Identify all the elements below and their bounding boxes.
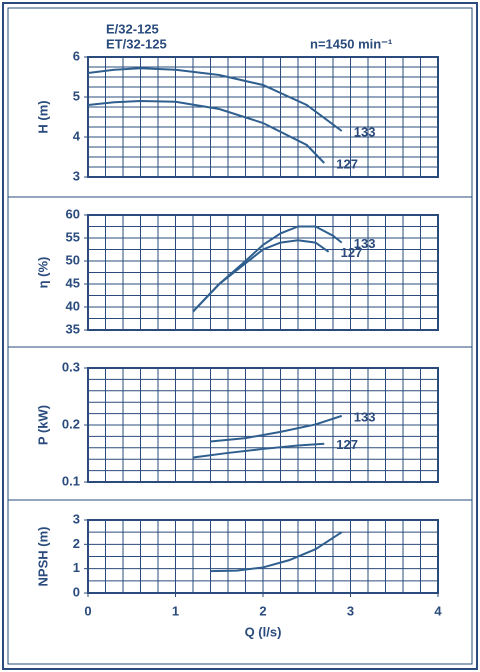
y-tick-label: 1	[73, 560, 80, 575]
curve-label: 133	[354, 236, 376, 251]
curve-label: 127	[336, 437, 358, 452]
curve	[87, 99, 325, 164]
y-tick-label: 0.3	[62, 359, 80, 374]
curve-label: 127	[336, 156, 358, 171]
curve-label: 127	[341, 245, 363, 260]
y-tick-label: 0	[73, 584, 80, 599]
curve	[192, 442, 325, 459]
y-axis-label: η (%)	[35, 257, 50, 289]
plot-frame	[87, 214, 439, 331]
y-axis-label: NPSH (m)	[35, 527, 50, 587]
curve	[192, 239, 330, 313]
curve-label: 133	[354, 124, 376, 139]
y-tick-label: 60	[66, 206, 80, 221]
y-tick-label: 2	[73, 536, 80, 551]
x-tick-label: 1	[172, 603, 179, 618]
y-tick-label: 40	[66, 298, 80, 313]
y-tick-label: 6	[73, 48, 80, 63]
inner-border	[7, 7, 473, 665]
x-tick-label: 3	[347, 603, 354, 618]
annotation: n=1450 min⁻¹	[310, 36, 392, 51]
curve-label: 133	[354, 409, 376, 424]
chart-subtitle: ET/32-125	[106, 36, 167, 51]
y-tick-label: 45	[66, 275, 80, 290]
x-tick-label: 4	[434, 603, 442, 618]
curve	[210, 414, 343, 443]
plot-frame	[87, 56, 439, 178]
x-axis-label: Q (l/s)	[245, 624, 282, 639]
y-tick-label: 4	[73, 128, 81, 143]
y-tick-label: 3	[73, 168, 80, 183]
y-tick-label: 3	[73, 511, 80, 526]
chart-title: E/32-125	[106, 21, 159, 36]
y-tick-label: 55	[66, 229, 80, 244]
y-axis-label: P (kW)	[35, 405, 50, 445]
x-tick-label: 0	[84, 603, 91, 618]
y-tick-label: 50	[66, 252, 80, 267]
y-tick-label: 0.2	[62, 416, 80, 431]
y-axis-label: H (m)	[35, 100, 50, 133]
curve	[210, 531, 343, 573]
y-tick-label: 0.1	[62, 473, 80, 488]
x-tick-label: 2	[259, 603, 266, 618]
curve	[192, 225, 343, 313]
y-tick-label: 5	[73, 88, 80, 103]
curve	[87, 67, 343, 132]
y-tick-label: 35	[66, 321, 80, 336]
